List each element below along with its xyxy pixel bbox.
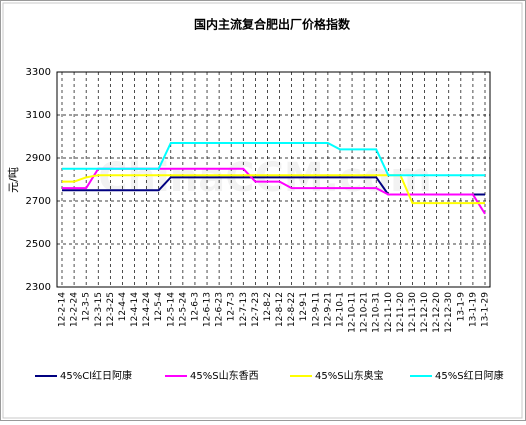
x-tick-label: 12-3-25 [106, 292, 116, 327]
y-tick-label: 3300 [26, 67, 51, 78]
x-tick-label: 12-12-20 [432, 292, 442, 333]
x-tick-label: 13-1-19 [468, 292, 478, 327]
x-tick-label: 12-7-23 [251, 292, 261, 327]
x-tick-label: 12-3-15 [94, 292, 104, 327]
x-tick-label: 12-10-11 [348, 292, 358, 333]
x-tick-label: 12-9-21 [323, 292, 333, 327]
y-tick-label: 3100 [26, 110, 51, 121]
x-tick-label: 12-3-5 [82, 292, 92, 321]
x-tick-label: 12-9-1 [299, 292, 309, 321]
x-tick-label: 12-10-21 [360, 292, 370, 333]
x-tick-label: 12-9-11 [311, 292, 321, 327]
x-tick-label: 12-8-2 [263, 292, 273, 321]
x-tick-label: 12-8-22 [287, 292, 297, 327]
x-tick-label: 12-11-30 [408, 292, 418, 333]
y-tick-label: 2700 [26, 196, 51, 207]
chart-title: 国内主流复合肥出厂价格指数 [194, 17, 351, 32]
legend-label: 45%S山东奥宝 [315, 369, 384, 382]
x-tick-label: 12-11-10 [384, 292, 394, 333]
x-tick-label: 12-7-3 [227, 292, 237, 321]
x-tick-label: 12-5-24 [178, 292, 188, 327]
x-tick-label: 12-2-24 [70, 292, 80, 327]
x-tick-label: 12-10-31 [372, 292, 382, 333]
x-tick-label: 12-4-24 [142, 292, 152, 327]
x-tick-label: 12-5-14 [166, 292, 176, 327]
y-tick-label: 2900 [26, 153, 51, 164]
y-tick-label: 2500 [26, 239, 51, 250]
inner-frame [2, 2, 523, 419]
series-line [62, 141, 485, 177]
x-tick-label: 12-6-13 [203, 292, 213, 327]
legend-label: 45%S红日阿康 [435, 369, 504, 382]
x-tick-label: 12-8-12 [275, 292, 285, 327]
x-tick-label: 12-6-23 [215, 292, 225, 327]
x-tick-label: 12-12-30 [444, 292, 454, 333]
legend-label: 45%S山东香西 [190, 369, 259, 382]
legend-label: 45%Cl红日阿康 [60, 369, 132, 382]
x-tick-label: 13-1-29 [481, 292, 491, 327]
x-tick-label: 12-4-4 [118, 292, 128, 322]
x-tick-label: 12-4-14 [130, 292, 140, 327]
x-tick-label: 12-11-20 [396, 292, 406, 333]
x-tick-label: 12-7-13 [239, 292, 249, 327]
x-tick-label: 12-6-3 [190, 292, 200, 321]
x-tick-label: 12-10-1 [335, 292, 345, 327]
x-tick-label: 12-2-14 [58, 292, 68, 327]
x-tick-label: 12-12-10 [420, 292, 430, 333]
y-tick-label: 2300 [26, 282, 51, 293]
series-line [62, 174, 485, 205]
y-axis-label: 元/吨 [7, 167, 20, 193]
x-tick-label: 13-1-9 [456, 292, 466, 322]
x-tick-label: 12-5-4 [154, 292, 164, 322]
